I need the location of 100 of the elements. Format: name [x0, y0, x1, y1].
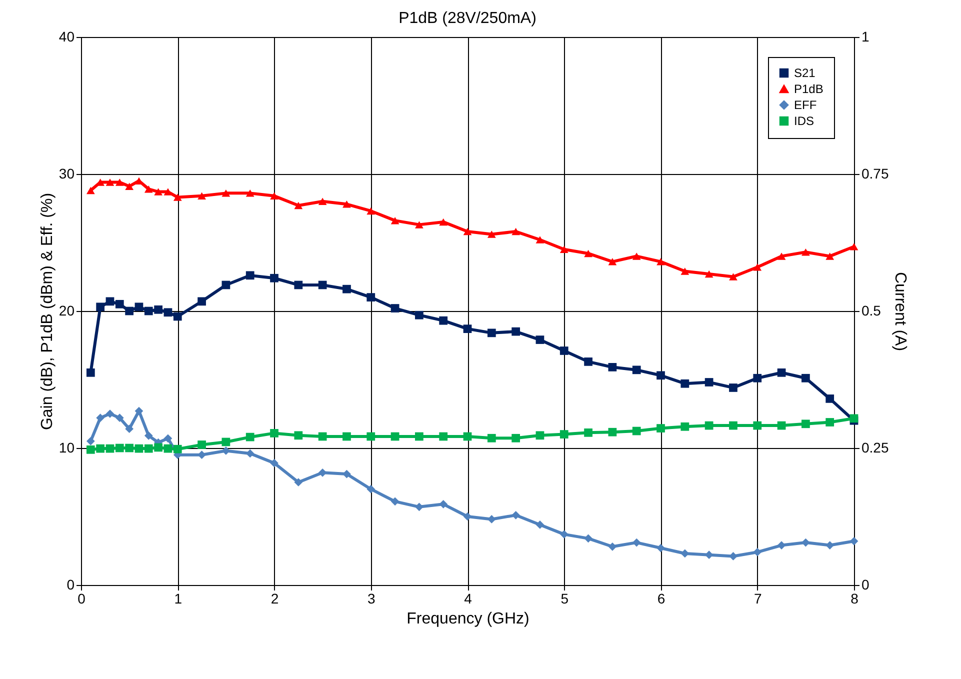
point: [487, 230, 496, 238]
y2-tick-label: 0.5: [862, 302, 882, 318]
x-tick-label: 1: [174, 590, 182, 606]
point: [390, 432, 400, 441]
point: [173, 194, 182, 201]
x-tick-label: 4: [464, 590, 472, 606]
point: [342, 470, 351, 478]
point: [704, 421, 714, 430]
point: [366, 293, 376, 302]
point: [106, 410, 114, 418]
y-tick-label: 20: [58, 302, 75, 318]
point: [415, 310, 424, 320]
point: [115, 414, 124, 422]
y2-axis-title: Current (A): [892, 272, 909, 352]
point: [294, 280, 303, 290]
legend-label: EFF: [794, 98, 817, 112]
point: [439, 316, 448, 325]
point: [753, 421, 762, 430]
point: [680, 268, 690, 275]
point: [487, 434, 496, 442]
point: [415, 502, 424, 512]
point: [656, 424, 665, 432]
point: [608, 258, 617, 266]
point: [850, 242, 858, 250]
x-axis-title: Frequency (GHz): [406, 610, 530, 628]
point: [154, 443, 162, 452]
point: [134, 444, 144, 453]
x-tick-label: 0: [78, 590, 86, 606]
point: [463, 512, 472, 521]
point: [656, 371, 665, 380]
point: [729, 273, 738, 280]
point: [608, 362, 617, 372]
point: [106, 444, 114, 453]
point: [584, 250, 592, 258]
point: [536, 431, 544, 440]
point: [173, 312, 182, 321]
y-tick-label: 0: [66, 576, 75, 592]
point: [826, 418, 834, 426]
point: [294, 431, 303, 440]
y-axis-title: Gain (dB), P1dB (dBm) & Eff. (%): [38, 192, 56, 430]
point: [777, 252, 786, 260]
point: [342, 284, 351, 294]
y-tick-label: 30: [58, 166, 75, 182]
point: [222, 446, 230, 455]
point: [656, 544, 665, 552]
point: [86, 445, 95, 454]
point: [512, 228, 520, 236]
point: [106, 297, 114, 306]
point: [753, 374, 762, 382]
point: [154, 305, 162, 314]
point: [96, 302, 105, 312]
point: [487, 515, 496, 524]
point: [106, 178, 114, 186]
point: [246, 271, 254, 280]
point: [560, 246, 568, 253]
y2-tick-label: 1: [862, 28, 870, 44]
point: [536, 336, 544, 344]
point: [826, 252, 834, 260]
point: [802, 538, 810, 547]
point: [608, 428, 617, 436]
point: [270, 192, 278, 200]
point: [560, 530, 568, 538]
point: [512, 434, 520, 442]
point: [536, 520, 544, 529]
point: [144, 306, 153, 316]
point: [270, 458, 278, 468]
point: [826, 541, 834, 550]
point: [632, 366, 641, 374]
point: [632, 538, 641, 547]
point: [134, 302, 144, 312]
point: [802, 374, 810, 382]
point: [439, 432, 448, 441]
point: [154, 188, 162, 196]
point: [704, 378, 714, 386]
point: [318, 280, 327, 290]
point: [125, 182, 134, 190]
point: [342, 432, 351, 441]
point: [632, 252, 641, 260]
point: [584, 534, 592, 543]
point: [463, 432, 472, 441]
point: [164, 444, 172, 453]
point: [115, 300, 124, 308]
point: [246, 190, 254, 197]
y-tick-label: 10: [58, 440, 75, 456]
point: [125, 444, 134, 452]
point: [318, 432, 327, 441]
point: [270, 429, 278, 438]
point: [584, 428, 592, 437]
x-tick-label: 8: [850, 590, 859, 606]
point: [173, 444, 182, 454]
point: [463, 228, 472, 236]
point: [439, 218, 448, 226]
point: [850, 536, 858, 546]
x-tick-label: 7: [754, 590, 762, 606]
x-tick-label: 3: [367, 590, 376, 606]
y-tick-label: 40: [58, 28, 75, 44]
point: [415, 221, 424, 228]
point: [115, 178, 124, 186]
point: [584, 358, 592, 366]
point: [198, 192, 206, 200]
